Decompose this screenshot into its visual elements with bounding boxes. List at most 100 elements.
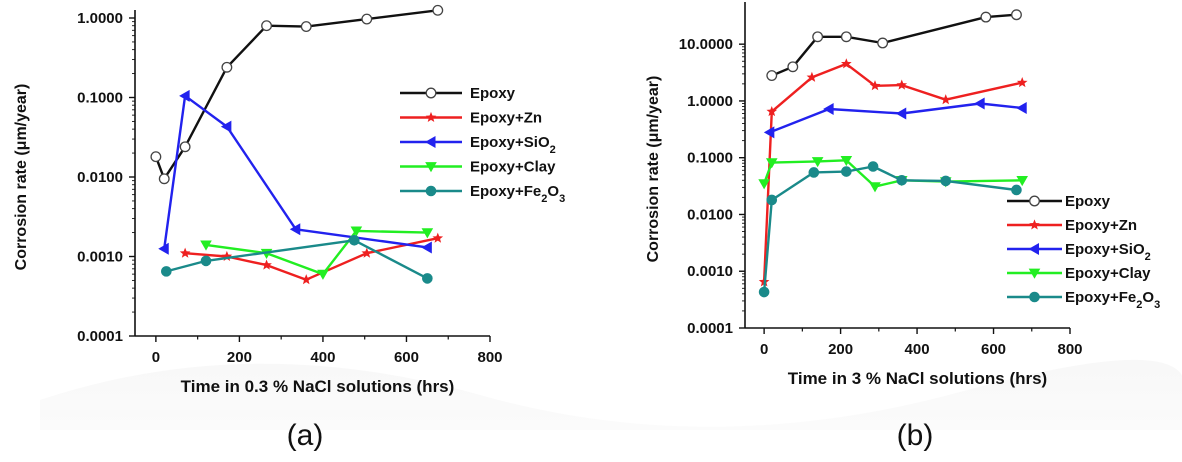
series-line: [154, 9, 438, 181]
data-point: [317, 269, 329, 280]
data-point: [361, 247, 373, 258]
legend-marker: [1028, 243, 1039, 255]
data-point: [877, 37, 889, 49]
data-point: [940, 94, 952, 105]
panel-a-x-tick-label: 200: [227, 349, 252, 366]
data-point: [422, 273, 433, 284]
legend-label: Epoxy+Fe2O3: [470, 183, 565, 205]
legend-label: Epoxy+SiO2: [470, 134, 556, 156]
data-point: [895, 107, 907, 120]
data-point: [974, 97, 985, 110]
legend-marker: [1028, 268, 1041, 279]
data-point: [765, 158, 778, 169]
panel-a-y-tick-label: 0.0100: [77, 169, 123, 186]
legend-marker: [1029, 219, 1040, 230]
legend-label: Epoxy+Clay: [470, 159, 556, 176]
panel-b-y-tick-label: 0.0010: [687, 263, 733, 280]
panel-b-y-tick-label: 10.0000: [679, 36, 733, 53]
data-point: [200, 255, 212, 267]
data-point: [289, 223, 301, 236]
panel-a-series-epoxy-zn: [179, 232, 444, 285]
panel-b-y-axis-label: Corrosion rate (μm/year): [645, 76, 662, 263]
panel-a-series-epoxy-fe2o: [161, 234, 433, 284]
panel-a-x-tick-label: 600: [394, 349, 419, 366]
data-point: [421, 228, 434, 239]
data-point: [896, 174, 908, 186]
panel-a-legend-item: Epoxy+Zn: [400, 110, 542, 127]
data-point: [823, 103, 834, 116]
panel-a-y-axis-label: Corrosion rate (μm/year): [13, 84, 30, 271]
panel-a-x-tick-label: 0: [152, 349, 160, 366]
data-point: [179, 247, 191, 258]
data-point: [867, 161, 879, 172]
panel-a-legend-item: Epoxy: [400, 85, 516, 102]
data-point: [432, 232, 444, 243]
legend-label: Epoxy+Clay: [1065, 265, 1151, 282]
panel-a-series-epoxy: [150, 4, 444, 185]
panel-b-y-tick-label: 0.1000: [687, 150, 733, 167]
panel-a-legend-item: Epoxy+Fe2O3: [400, 183, 565, 205]
data-point: [179, 89, 190, 102]
panel-a-x-axis-label: Time in 0.3 % NaCl solutions (hrs): [181, 377, 455, 396]
data-point: [200, 240, 212, 251]
panel-a-y-tick-label: 0.0001: [77, 328, 123, 345]
panel-a-y-tick-label: 0.1000: [77, 90, 123, 107]
panel-a-series-epoxy-sio2: [158, 89, 432, 255]
data-point: [350, 226, 363, 237]
legend-marker: [425, 136, 436, 148]
panel-b-series-epoxy: [766, 9, 1022, 82]
panel-b-series-epoxy-fe2o: [758, 161, 1022, 298]
data-point: [361, 13, 373, 25]
panel-b-legend-item: Epoxy: [1007, 193, 1111, 210]
data-point: [421, 241, 432, 254]
data-point: [221, 250, 233, 262]
data-point: [766, 105, 778, 117]
panel-b-x-tick-label: 200: [828, 341, 853, 358]
panel-a-legend-item: Epoxy+SiO2: [400, 134, 556, 156]
series-line: [762, 165, 1017, 293]
data-point: [841, 166, 852, 177]
panel-b-series-epoxy-sio2: [763, 97, 1027, 139]
panel-a-series-epoxy-clay: [200, 226, 434, 280]
legend-label: Epoxy: [1065, 193, 1111, 210]
legend-marker: [1029, 195, 1040, 207]
panel-b-legend-item: Epoxy+Zn: [1007, 217, 1137, 234]
panel-b-x-tick-label: 400: [905, 341, 930, 358]
data-point: [1016, 102, 1027, 115]
chart-panel-b: 0 200 400 600 800 0.0001 0.0010 0.0100 0.1000 1.0…: [645, 2, 1160, 452]
legend-marker: [425, 111, 437, 123]
panel-a-y-tick-label: 0.0010: [77, 249, 123, 266]
data-point: [1011, 9, 1022, 21]
series-line: [165, 239, 428, 280]
panel-b-x-tick-label: 600: [981, 341, 1006, 358]
data-point: [300, 274, 312, 285]
data-point: [348, 234, 360, 246]
legend-label: Epoxy+Zn: [470, 110, 542, 127]
data-point: [766, 194, 778, 206]
data-point: [869, 182, 881, 193]
data-point: [840, 31, 852, 43]
legend-label: Epoxy+Zn: [1065, 217, 1137, 234]
panel-a-legend-item: Epoxy+Clay: [400, 159, 556, 176]
panel-b-series-epoxy-zn: [758, 58, 1028, 287]
panel-b-x-axis-label: Time in 3 % NaCl solutions (hrs): [788, 369, 1047, 388]
data-point: [896, 79, 908, 90]
legend-marker: [425, 185, 437, 197]
data-point: [179, 141, 191, 153]
legend-label: Epoxy+SiO2: [1065, 241, 1151, 263]
data-point: [158, 173, 170, 185]
data-point: [221, 61, 233, 73]
data-point: [787, 61, 799, 73]
data-point: [758, 286, 770, 298]
data-point: [158, 242, 169, 255]
background-watermark: [40, 359, 1182, 430]
data-point: [1016, 175, 1029, 187]
data-point: [766, 70, 778, 82]
panel-a-y-tick-label: 1.0000: [77, 10, 123, 27]
data-point: [161, 266, 172, 277]
data-point: [261, 20, 273, 32]
series-line: [762, 159, 1023, 188]
chart-panel-a: 0 200 400 600 800 0.0001 0.0010 0.0100 0.1000 1.0…: [13, 4, 565, 452]
data-point: [980, 11, 992, 23]
